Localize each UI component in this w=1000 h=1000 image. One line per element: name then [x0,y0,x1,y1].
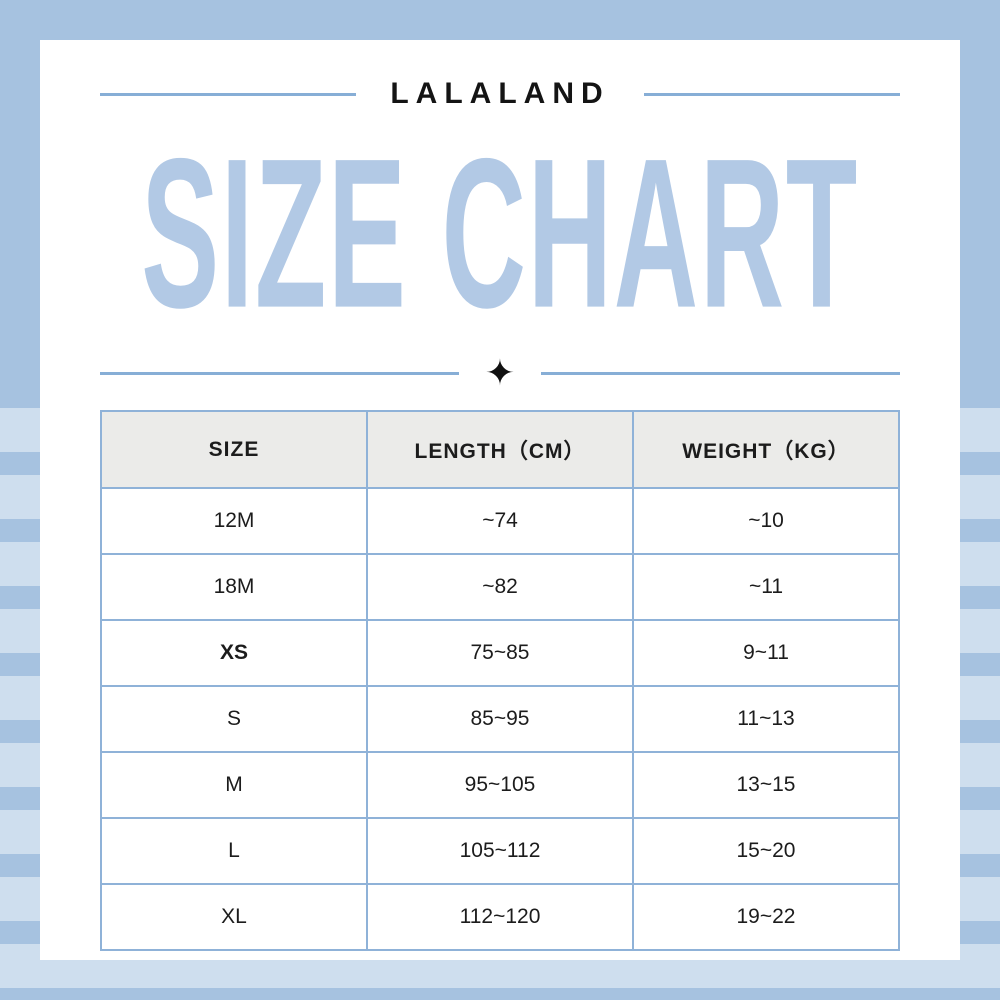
table-row: M 95~105 13~15 [100,751,900,819]
table-row: 12M ~74 ~10 [100,487,900,555]
divider: ✦ [100,352,901,393]
cell-weight: ~11 [632,553,900,621]
column-header-size: SIZE [100,410,368,489]
cell-weight: 11~13 [632,685,900,753]
cell-length: 75~85 [366,619,634,687]
cell-weight: 19~22 [632,883,900,951]
divider-line-left [100,371,459,375]
cell-size: S [100,685,368,753]
cell-size: XS [100,619,368,687]
cell-size: 18M [100,553,368,621]
cell-size: M [100,751,368,819]
size-table-header: SIZE LENGTH（CM） WEIGHT（KG） [100,410,900,489]
column-header-length: LENGTH（CM） [366,410,634,489]
table-row: S 85~95 11~13 [100,685,900,753]
table-row: L 105~112 15~20 [100,817,900,885]
header-row: SIZE LENGTH（CM） WEIGHT（KG） [100,410,900,489]
cell-weight: ~10 [632,487,900,555]
brand-header: LALALAND [100,77,900,110]
cell-size: XL [100,883,368,951]
cell-size: 12M [100,487,368,555]
sparkle-icon: ✦ [484,352,516,393]
page-title: SIZE CHART [141,113,859,352]
cell-length: ~82 [366,553,634,621]
cell-length: 112~120 [366,883,634,951]
size-table: SIZE LENGTH（CM） WEIGHT（KG） 12M ~74 ~10 1… [100,410,900,951]
cell-weight: 9~11 [632,619,900,687]
cell-weight: 13~15 [632,751,900,819]
column-header-weight: WEIGHT（KG） [632,410,900,489]
cell-length: ~74 [366,487,634,555]
brand-line-left [100,92,357,96]
cell-length: 85~95 [366,685,634,753]
table-row: XL 112~120 19~22 [100,883,900,951]
brand-line-right [643,92,900,96]
table-row: XS 75~85 9~11 [100,619,900,687]
cell-size: L [100,817,368,885]
title-block: SIZE CHART [0,113,1000,352]
cell-length: 95~105 [366,751,634,819]
cell-length: 105~112 [366,817,634,885]
table-row: 18M ~82 ~11 [100,553,900,621]
brand-name: LALALAND [390,77,610,110]
size-table-body: 12M ~74 ~10 18M ~82 ~11 XS 75~85 9~11 S … [100,487,900,951]
cell-weight: 15~20 [632,817,900,885]
divider-line-right [541,371,901,375]
